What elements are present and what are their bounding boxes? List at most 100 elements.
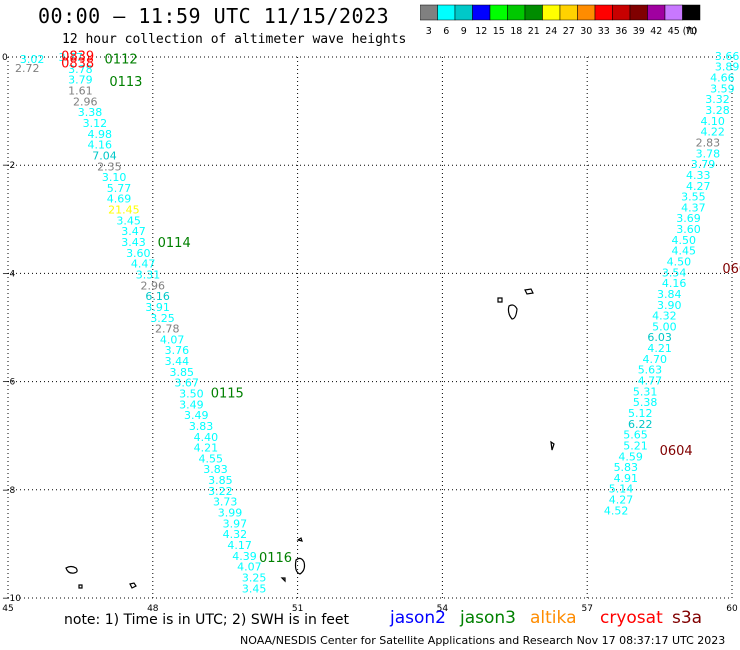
land-outline <box>524 288 534 295</box>
x-tick-label: 60 <box>726 604 738 614</box>
land-outline <box>296 537 303 542</box>
x-tick-label: 57 <box>581 604 592 614</box>
pass-time-label: 0839 <box>61 49 94 64</box>
wave-height-value: 3.25 <box>242 571 267 584</box>
wave-height-value: 5.65 <box>623 429 648 442</box>
colorbar-label: 39 <box>633 26 645 37</box>
wave-height-value: 3.25 <box>150 312 175 325</box>
land-outline <box>78 584 83 589</box>
x-tick-label: 48 <box>147 604 159 614</box>
wave-height-value: 4.55 <box>198 452 223 465</box>
units-note: note: 1) Time is in UTC; 2) SWH is in fe… <box>64 612 350 628</box>
y-tick-label: −10 <box>2 594 21 604</box>
pass-time-label: 0114 <box>158 236 191 251</box>
wave-height-value: 2.35 <box>97 160 122 173</box>
colorbar-label: 3 <box>426 26 432 37</box>
colorbar-label: 21 <box>528 26 540 37</box>
wave-height-value: 4.22 <box>700 126 725 139</box>
colorbar-label: 27 <box>563 26 575 37</box>
wave-height-value: 4.52 <box>604 504 629 517</box>
wave-height-value: 3.47 <box>121 225 146 238</box>
mission-label: s3a <box>672 608 703 628</box>
wave-height-value: 3.79 <box>68 74 93 87</box>
wave-height-value: 2.72 <box>15 62 40 75</box>
colorbar-label: 24 <box>545 26 557 37</box>
colorbar-label: 12 <box>475 26 487 37</box>
wave-height-value: 4.37 <box>681 201 706 214</box>
wave-height-value: 6.16 <box>145 290 170 303</box>
wave-height-value: 3.78 <box>68 63 93 76</box>
wave-height-value: 4.10 <box>700 115 725 128</box>
y-tick-label: −8 <box>2 486 16 496</box>
wave-height-value: 7.04 <box>92 149 117 162</box>
wave-height-value: 2.78 <box>155 323 180 336</box>
wave-height-value: 4.47 <box>131 258 156 271</box>
wave-height-value: 3.38 <box>78 106 103 119</box>
wave-height-value: 3.22 <box>208 485 233 498</box>
page-title: 00:00 – 11:59 UTC 11/15/2023 <box>38 4 390 28</box>
pass-time-label: 0838 <box>61 56 94 71</box>
wave-height-value: 21.45 <box>108 204 140 217</box>
wave-height-value: 4.50 <box>671 234 696 247</box>
mission-label: jason2 <box>390 608 446 628</box>
wave-height-value: 3.31 <box>136 268 161 281</box>
mission-label: jason3 <box>460 608 516 628</box>
wave-height-value: 4.07 <box>237 561 262 574</box>
wave-height-value: 4.69 <box>107 193 132 206</box>
wave-height-value: 6.03 <box>647 331 672 344</box>
pass-time-label: 0604 <box>660 444 693 459</box>
wave-height-value: 4.33 <box>686 169 711 182</box>
wave-height-value: 3.43 <box>121 236 146 249</box>
wave-height-value: 4.40 <box>194 431 219 444</box>
page-subtitle: 12 hour collection of altimeter wave hei… <box>62 32 407 47</box>
wave-height-value: 3.78 <box>696 147 721 160</box>
wave-height-value: 3.76 <box>165 344 190 357</box>
wave-height-value: 4.70 <box>643 353 668 366</box>
wave-height-value: 5.83 <box>614 461 639 474</box>
wave-height-value: 3.84 <box>657 288 682 301</box>
wave-height-value: 4.21 <box>194 442 219 455</box>
wave-height-value: 3.77 <box>58 51 83 64</box>
wave-height-value: 3.02 <box>20 53 45 66</box>
x-tick-label: 45 <box>2 604 13 614</box>
wave-height-value: 5.14 <box>609 483 634 496</box>
land-outline <box>497 297 503 303</box>
wave-height-value: 4.16 <box>662 277 687 290</box>
pass-time-label: 0603 <box>722 262 740 277</box>
wave-height-value: 4.98 <box>87 128 112 141</box>
wave-height-value: 3.83 <box>203 463 228 476</box>
wave-height-value: 4.17 <box>227 539 252 552</box>
wave-height-value: 2.96 <box>141 279 166 292</box>
wave-height-value: 3.50 <box>179 388 204 401</box>
wave-height-value: 3.55 <box>681 191 706 204</box>
wave-height-value: 3.45 <box>116 214 141 227</box>
colorbar-label: 6 <box>443 26 449 37</box>
colorbar-label: 30 <box>580 26 592 37</box>
land-outline <box>280 577 286 583</box>
wave-height-value: 4.27 <box>686 180 711 193</box>
y-tick-label: 0 <box>2 53 8 63</box>
land-outline <box>507 304 518 320</box>
wave-height-value: 2.96 <box>73 95 98 108</box>
wave-height-value: 4.77 <box>638 375 663 388</box>
y-tick-label: −2 <box>2 161 15 171</box>
wave-height-value: 3.12 <box>83 117 108 130</box>
mission-label: altika <box>530 608 577 628</box>
wave-height-value: 3.49 <box>184 409 209 422</box>
wave-height-value: 3.60 <box>126 247 151 260</box>
colorbar-label: 36 <box>615 26 627 37</box>
colorbar-swatch <box>682 4 701 21</box>
pass-time-label: 0116 <box>259 551 292 566</box>
wave-height-value: 3.99 <box>218 507 243 520</box>
wave-height-value: 3.54 <box>662 266 687 279</box>
pass-time-label: 0115 <box>211 386 244 401</box>
y-tick-label: −4 <box>2 269 16 279</box>
wave-height-value: 3.49 <box>179 398 204 411</box>
wave-height-value: 5.38 <box>633 396 658 409</box>
wave-height-value: 3.28 <box>705 104 730 117</box>
wave-height-value: 4.16 <box>87 139 112 152</box>
wave-height-value: 1.61 <box>68 85 93 98</box>
colorbar-label: 70 <box>685 26 697 37</box>
colorbar-label: 15 <box>493 26 505 37</box>
wave-height-value: 4.45 <box>671 245 696 258</box>
